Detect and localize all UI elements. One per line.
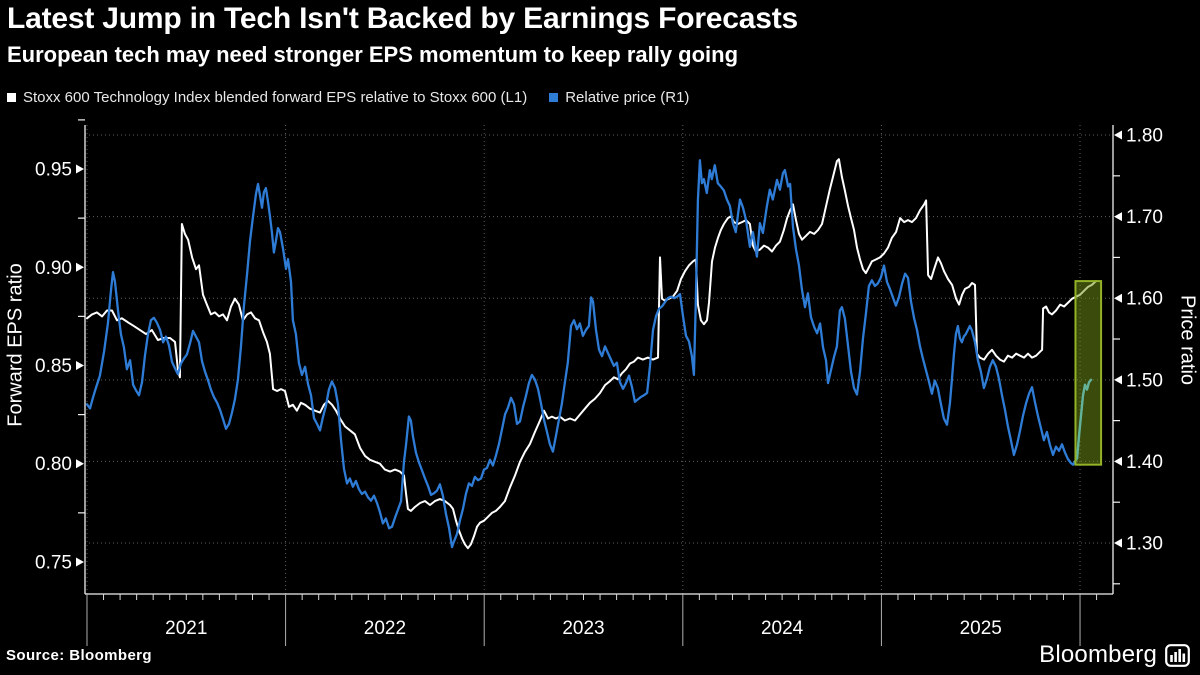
legend: Stoxx 600 Technology Index blended forwa… — [7, 89, 689, 106]
relative-price-line-highlighted — [1073, 378, 1093, 463]
svg-text:1.40: 1.40 — [1126, 452, 1163, 473]
source-note: Source: Bloomberg — [6, 647, 152, 664]
x-axis-year-label: 2021 — [165, 618, 207, 639]
svg-text:1.60: 1.60 — [1126, 289, 1163, 310]
bloomberg-brand: Bloomberg — [1039, 641, 1190, 669]
legend-label-eps: Stoxx 600 Technology Index blended forwa… — [23, 89, 528, 106]
eps-series-swatch-icon — [7, 93, 16, 102]
x-axis-year-label: 2023 — [562, 618, 604, 639]
svg-text:0.90: 0.90 — [35, 258, 72, 279]
relative-price-line — [85, 159, 1093, 549]
axes — [84, 125, 1114, 595]
legend-item-price: Relative price (R1) — [549, 89, 689, 106]
svg-text:1.30: 1.30 — [1126, 534, 1163, 555]
right-axis-ticks: 1.80 1.70 1.60 1.50 1.40 1.30 — [1113, 126, 1163, 585]
x-axis-ticks: 2021 2022 2023 2024 2025 — [86, 594, 1098, 646]
legend-label-price: Relative price (R1) — [565, 89, 690, 106]
page-title: Latest Jump in Tech Isn't Backed by Earn… — [7, 2, 799, 35]
svg-text:1.70: 1.70 — [1126, 207, 1163, 228]
bloomberg-logo-icon — [1165, 643, 1190, 667]
svg-text:1.80: 1.80 — [1126, 126, 1163, 147]
eps-ratio-line — [86, 158, 1098, 550]
page-subtitle: European tech may need stronger EPS mome… — [7, 42, 739, 67]
price-series-swatch-icon — [549, 93, 559, 102]
svg-text:1.50: 1.50 — [1126, 370, 1163, 391]
x-axis-year-label: 2025 — [960, 618, 1002, 639]
svg-text:0.75: 0.75 — [35, 552, 72, 573]
x-axis-year-label: 2024 — [761, 618, 804, 639]
highlight-box-border — [1074, 280, 1103, 466]
svg-text:0.95: 0.95 — [35, 160, 72, 181]
legend-item-eps: Stoxx 600 Technology Index blended forwa… — [7, 89, 527, 106]
left-axis-ticks: 0.95 0.90 0.85 0.80 0.75 — [35, 119, 85, 573]
svg-text:0.80: 0.80 — [35, 454, 72, 475]
gridlines — [85, 125, 1113, 594]
svg-text:0.85: 0.85 — [35, 356, 72, 377]
bloomberg-wordmark: Bloomberg — [1039, 641, 1157, 668]
x-axis-year-label: 2022 — [364, 618, 406, 639]
